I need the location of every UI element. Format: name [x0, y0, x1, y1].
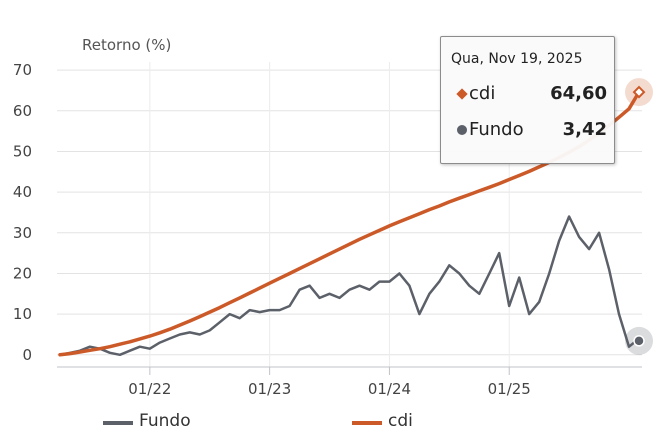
- tooltip-series-name: Fundo: [469, 119, 524, 140]
- y-tick-label: 70: [13, 61, 32, 79]
- x-tick-label: 01/25: [488, 380, 531, 398]
- legend-label: cdi: [388, 411, 413, 431]
- y-tick-label: 30: [13, 224, 32, 242]
- legend-swatch: [352, 421, 382, 425]
- tooltip-date: Qua, Nov 19, 2025: [451, 51, 583, 67]
- circle-marker: [633, 335, 645, 347]
- y-tick-label: 40: [13, 183, 32, 201]
- diamond-marker: [632, 85, 646, 99]
- legend-swatch: [103, 421, 133, 425]
- tooltip-series-value: 3,42: [562, 119, 607, 140]
- tooltip: Qua, Nov 19, 2025 cdi 64,60 Fundo 3,42: [440, 36, 615, 164]
- x-tick-label: 01/23: [248, 380, 291, 398]
- x-tick-label: 01/22: [128, 380, 171, 398]
- y-tick-label: 50: [13, 142, 32, 160]
- y-tick-label: 20: [13, 264, 32, 282]
- x-tick-label: 01/24: [368, 380, 411, 398]
- tooltip-series-value: 64,60: [550, 83, 607, 104]
- diamond-icon: [456, 88, 468, 100]
- tooltip-series-name: cdi: [469, 83, 496, 104]
- series-line-cdi: [58, 90, 641, 357]
- hover-markers: [625, 78, 654, 355]
- y-tick-label: 60: [13, 102, 32, 120]
- y-axis-label: Retorno (%): [82, 36, 172, 54]
- circle-icon: [457, 125, 467, 135]
- y-tick-label: 0: [22, 346, 32, 364]
- legend-label: Fundo: [139, 411, 191, 431]
- y-tick-label: 10: [13, 305, 32, 323]
- series-lines: [58, 90, 641, 357]
- x-axis: 01/22 01/23 01/24 01/25: [57, 366, 642, 398]
- series-line-fundo: [58, 215, 641, 357]
- y-axis-ticks: 0 10 20 30 40 50 60 70: [13, 61, 32, 364]
